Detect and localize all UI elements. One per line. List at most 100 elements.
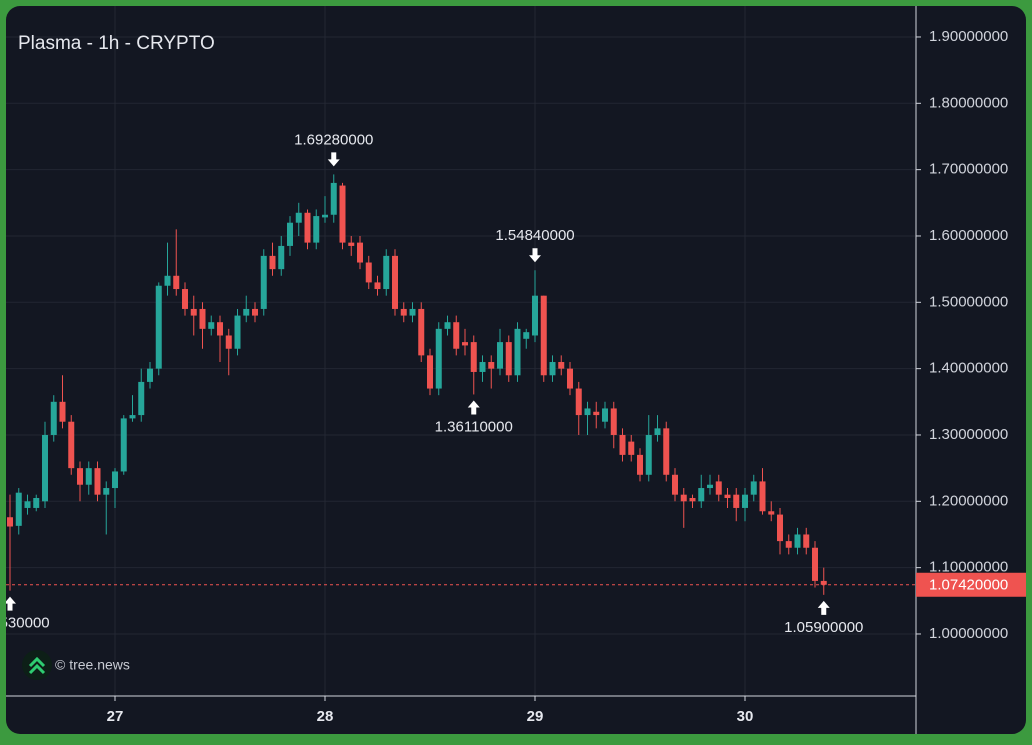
x-tick-label: 30 — [737, 708, 754, 725]
y-tick-label: 1.90000000 — [929, 28, 1008, 45]
candle-body — [505, 342, 512, 376]
candle-body — [514, 328, 521, 376]
plot-area: 1.06530000 1.69280000 1.36110000 1.54840000… — [0, 131, 916, 636]
y-tick-label: 1.30000000 — [929, 426, 1008, 443]
y-tick-label: 1.20000000 — [929, 492, 1008, 509]
candle-body — [278, 245, 285, 270]
candle-body — [602, 408, 608, 422]
candle-body — [794, 534, 801, 548]
candle-body — [444, 322, 451, 329]
candle-body — [523, 332, 530, 339]
candle-body — [103, 488, 110, 495]
x-tick-label: 29 — [527, 708, 544, 725]
candle-body — [532, 295, 538, 336]
logo-chevrons — [28, 656, 46, 675]
candle-body — [322, 214, 328, 218]
annotation-arrow — [6, 596, 16, 611]
candle-body — [724, 494, 731, 498]
candle-body — [339, 185, 346, 243]
candle-body — [217, 322, 223, 336]
candle-body — [715, 481, 722, 495]
candle-body — [77, 468, 83, 485]
candle-body — [689, 497, 696, 502]
candle-body — [768, 511, 775, 515]
candle-body — [453, 322, 460, 349]
candle-body — [287, 222, 293, 246]
candle-body — [698, 488, 705, 502]
candle-body — [304, 212, 311, 243]
candle-body — [15, 492, 22, 526]
candle-body — [409, 308, 416, 316]
candle-body — [593, 411, 600, 416]
annotation-arrow — [529, 248, 541, 263]
candle-body — [234, 315, 241, 349]
candle-body — [575, 388, 582, 416]
candle-body — [208, 322, 215, 329]
x-tick-label: 27 — [107, 708, 124, 725]
candle-body — [418, 308, 425, 356]
candle-body — [820, 580, 827, 585]
candle-body — [462, 342, 468, 346]
candle-body — [269, 255, 276, 270]
annotation-label: 1.36110000 — [435, 418, 513, 435]
y-tick-label: 1.60000000 — [929, 227, 1008, 244]
candle-body — [374, 282, 381, 290]
candle-body — [85, 468, 92, 485]
candle-body — [619, 434, 626, 455]
candle-body — [680, 494, 687, 502]
candle-body — [313, 216, 320, 243]
candle-body — [663, 428, 670, 475]
candle-body — [120, 418, 127, 472]
axes: 1.00000000 1.10000000 1.20000000 1.30000000… — [107, 28, 1009, 725]
candle-body — [742, 494, 748, 508]
candle-body — [252, 308, 258, 316]
candle-body — [199, 308, 206, 329]
annotation-label: 1.54840000 — [495, 227, 574, 244]
candle-body — [7, 517, 13, 527]
watermark: © tree.news — [55, 657, 130, 673]
last-price-tag — [916, 572, 1026, 597]
candle-body — [628, 441, 635, 455]
candle-body — [112, 471, 118, 489]
candle-body — [427, 355, 433, 389]
candle-body — [50, 401, 57, 435]
candle-body — [777, 514, 783, 542]
annotation-label: 1.69280000 — [294, 131, 373, 148]
candle-body — [558, 362, 565, 369]
annotation-label: 1.06530000 — [0, 615, 50, 632]
candle-body — [637, 454, 643, 475]
candle-body — [654, 428, 661, 435]
candle-body — [645, 434, 652, 475]
x-tick-label: 28 — [317, 708, 334, 725]
candle-body — [707, 484, 713, 489]
candle-body — [155, 285, 162, 369]
candle-body — [488, 362, 495, 369]
candle-body — [400, 308, 407, 316]
y-tick-label: 1.10000000 — [929, 559, 1008, 576]
candle-body — [584, 408, 591, 416]
candle-body — [190, 308, 197, 316]
y-tick-label: 1.40000000 — [929, 360, 1008, 377]
annotation-label: 1.05900000 — [784, 619, 863, 636]
candle-body — [470, 342, 477, 372]
candle-body — [173, 275, 180, 290]
candle-body — [24, 501, 31, 508]
candle-body — [435, 328, 442, 389]
y-tick-label: 1.70000000 — [929, 161, 1008, 178]
candle-body — [138, 381, 145, 416]
candle-body — [785, 541, 792, 548]
candle-body — [42, 434, 48, 502]
candle-body — [479, 362, 486, 372]
candle-body — [182, 289, 188, 309]
candle-body — [803, 534, 810, 548]
annotation-arrow — [817, 600, 830, 615]
candle-body — [225, 335, 232, 349]
candle-body — [59, 401, 66, 422]
candle-body — [567, 368, 573, 389]
candle-body — [147, 368, 153, 382]
candle-body — [383, 255, 390, 290]
candle-body — [348, 242, 355, 246]
annotation-arrow — [327, 152, 340, 167]
candle-body — [295, 212, 302, 223]
candle-body — [164, 275, 171, 286]
